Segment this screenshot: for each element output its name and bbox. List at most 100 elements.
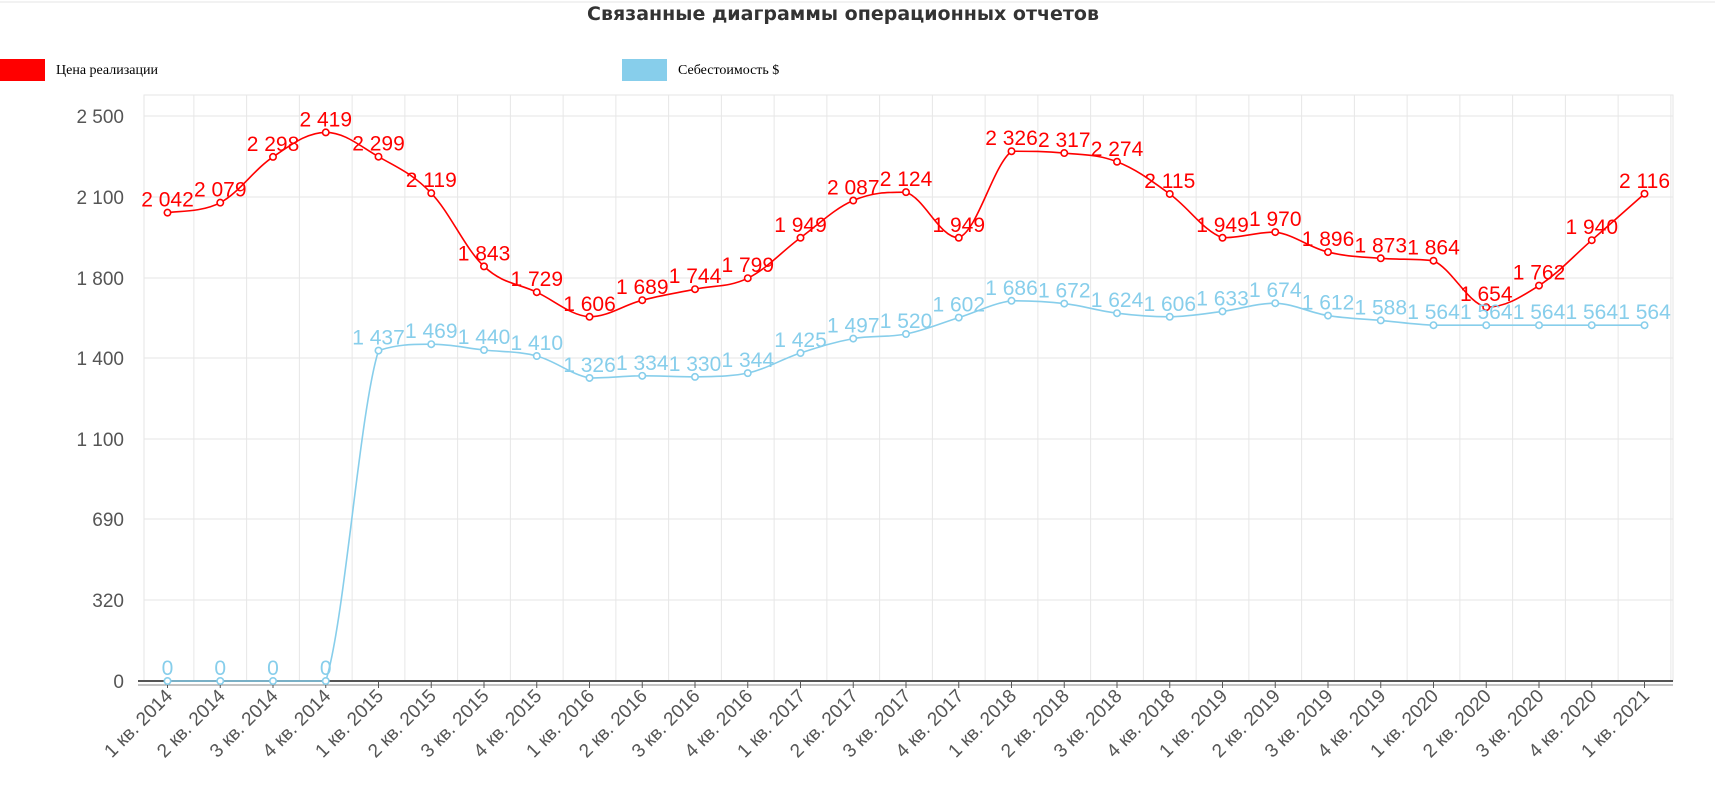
data-label-sales-price: 1 949 [1196,214,1249,237]
data-point-cost[interactable] [1376,316,1385,325]
data-point-sales-price[interactable] [585,312,594,321]
data-label-sales-price: 2 115 [1144,170,1195,193]
y-tick-label: 2 500 [76,107,124,128]
data-point-sales-price[interactable] [1376,254,1385,263]
data-point-sales-price[interactable] [690,285,699,294]
legend-item-sales-price[interactable]: Цена реализации [0,59,158,81]
data-point-cost[interactable] [796,348,805,357]
data-point-cost[interactable] [216,676,225,685]
data-label-cost: 0 [162,657,174,680]
data-point-cost[interactable] [163,676,172,685]
data-point-sales-price[interactable] [1060,149,1069,158]
data-label-sales-price: 1 606 [563,293,616,316]
data-point-sales-price[interactable] [374,152,383,161]
data-point-cost[interactable] [1429,321,1438,330]
data-label-sales-price: 2 326 [985,127,1038,150]
data-point-cost[interactable] [1113,309,1122,318]
series [163,128,1649,685]
data-point-cost[interactable] [585,373,594,382]
data-point-sales-price[interactable] [1113,157,1122,166]
data-label-cost: 1 440 [458,326,511,349]
legend-swatch-cost [622,59,667,81]
data-point-sales-price[interactable] [849,196,858,205]
data-point-cost[interactable] [743,369,752,378]
data-label-sales-price: 2 087 [827,177,880,200]
data-point-sales-price[interactable] [1007,147,1016,156]
data-label-sales-price: 1 949 [774,214,827,237]
data-label-cost: 1 633 [1196,287,1249,310]
data-point-cost[interactable] [1535,321,1544,330]
data-point-cost[interactable] [321,676,330,685]
data-label-cost: 1 624 [1091,289,1144,312]
data-point-cost[interactable] [1007,296,1016,305]
data-point-sales-price[interactable] [1271,228,1280,237]
data-label-sales-price: 2 116 [1619,170,1670,193]
data-point-cost[interactable] [479,345,488,354]
data-label-sales-price: 1 896 [1302,228,1355,251]
legend: Цена реализации Себестоимость $ [0,59,779,81]
data-point-sales-price[interactable] [479,262,488,271]
legend-item-cost[interactable]: Себестоимость $ [622,59,779,81]
data-point-sales-price[interactable] [1218,233,1227,242]
data-point-cost[interactable] [1640,321,1649,330]
data-label-cost: 1 330 [669,353,722,376]
data-point-sales-price[interactable] [163,208,172,217]
data-point-sales-price[interactable] [638,296,647,305]
data-point-sales-price[interactable] [268,152,277,161]
data-label-sales-price: 2 299 [352,133,405,156]
data-point-sales-price[interactable] [796,233,805,242]
data-point-cost[interactable] [638,371,647,380]
data-point-cost[interactable] [427,340,436,349]
data-point-cost[interactable] [1587,321,1596,330]
data-point-cost[interactable] [690,372,699,381]
y-tick-label: 690 [92,510,124,531]
data-point-sales-price[interactable] [1587,236,1596,245]
data-label-cost: 1 602 [932,294,985,317]
data-label-cost: 1 564 [1460,301,1513,324]
data-point-sales-price[interactable] [1640,189,1649,198]
y-tick-label: 1 400 [76,349,124,370]
data-point-cost[interactable] [374,346,383,355]
data-point-sales-price[interactable] [427,189,436,198]
data-point-sales-price[interactable] [216,198,225,207]
data-point-cost[interactable] [1324,311,1333,320]
data-label-sales-price: 2 079 [194,179,247,202]
data-label-cost: 0 [267,657,279,680]
data-point-cost[interactable] [1165,312,1174,321]
data-label-cost: 1 334 [616,352,669,375]
data-point-cost[interactable] [1271,299,1280,308]
legend-label-sales-price: Цена реализации [56,63,158,78]
data-label-sales-price: 2 124 [880,168,933,191]
data-point-cost[interactable] [268,676,277,685]
data-point-cost[interactable] [901,329,910,338]
data-label-sales-price: 1 762 [1513,262,1566,285]
data-point-sales-price[interactable] [1429,256,1438,265]
data-point-sales-price[interactable] [743,274,752,283]
data-label-sales-price: 2 274 [1091,138,1144,161]
data-point-sales-price[interactable] [1324,248,1333,257]
data-point-sales-price[interactable] [1482,303,1491,312]
data-point-cost[interactable] [1218,307,1227,316]
legend-label-cost: Себестоимость $ [678,63,779,78]
data-point-sales-price[interactable] [1535,281,1544,290]
data-label-cost: 1 326 [563,354,616,377]
data-point-cost[interactable] [849,334,858,343]
series-line-sales-price [167,131,1646,318]
data-point-cost[interactable] [532,351,541,360]
data-label-sales-price: 1 654 [1460,283,1513,306]
data-point-sales-price[interactable] [532,288,541,297]
data-point-sales-price[interactable] [321,128,330,137]
data-point-cost[interactable] [954,313,963,322]
data-label-sales-price: 1 799 [721,254,774,277]
data-point-sales-price[interactable] [954,233,963,242]
data-label-cost: 0 [214,657,226,680]
data-point-sales-price[interactable] [901,188,910,197]
data-point-sales-price[interactable] [1165,189,1174,198]
data-label-cost: 1 564 [1618,301,1671,324]
data-point-cost[interactable] [1060,299,1069,308]
data-label-cost: 1 497 [827,315,880,338]
data-point-cost[interactable] [1482,321,1491,330]
data-label-sales-price: 1 729 [510,268,563,291]
